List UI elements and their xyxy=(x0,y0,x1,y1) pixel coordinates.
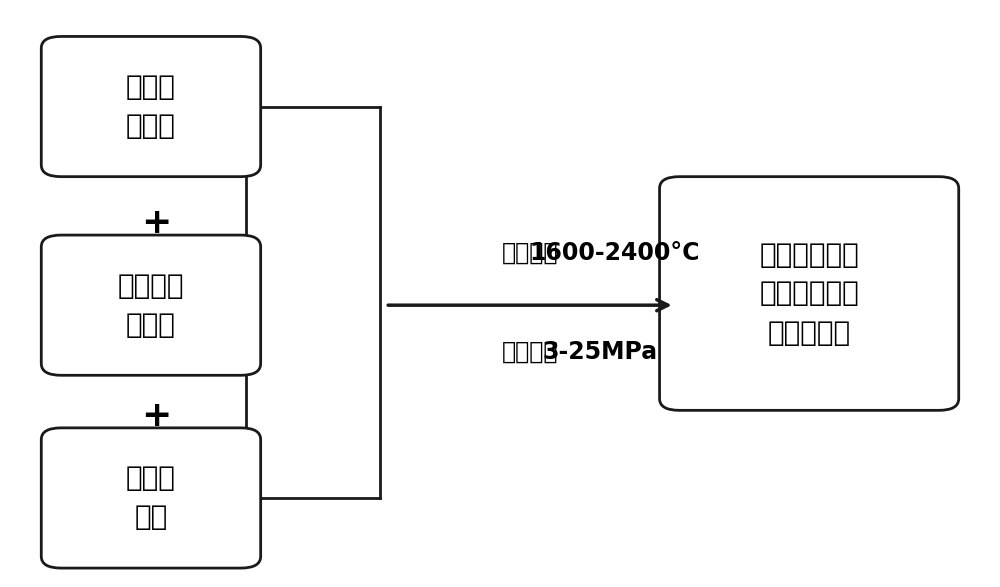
Text: 孔隙率可调和
形貌可控的多
孔陶瓷骨架: 孔隙率可调和 形貌可控的多 孔陶瓷骨架 xyxy=(759,241,859,346)
FancyBboxPatch shape xyxy=(41,36,261,177)
FancyBboxPatch shape xyxy=(660,177,959,410)
Text: 陶瓷氧
化物粉: 陶瓷氧 化物粉 xyxy=(126,73,176,140)
Text: 模具压力: 模具压力 xyxy=(502,340,558,364)
Text: 3-25MPa: 3-25MPa xyxy=(542,340,657,364)
Text: 碳粉或碳
化硼粉: 碳粉或碳 化硼粉 xyxy=(118,272,184,339)
FancyBboxPatch shape xyxy=(41,235,261,375)
Text: 反应温度: 反应温度 xyxy=(502,241,558,265)
Text: +: + xyxy=(141,399,171,433)
FancyBboxPatch shape xyxy=(41,428,261,568)
Text: +: + xyxy=(141,207,171,241)
Text: 1600-2400°C: 1600-2400°C xyxy=(529,241,700,265)
Text: 高熔点
金属: 高熔点 金属 xyxy=(126,464,176,531)
